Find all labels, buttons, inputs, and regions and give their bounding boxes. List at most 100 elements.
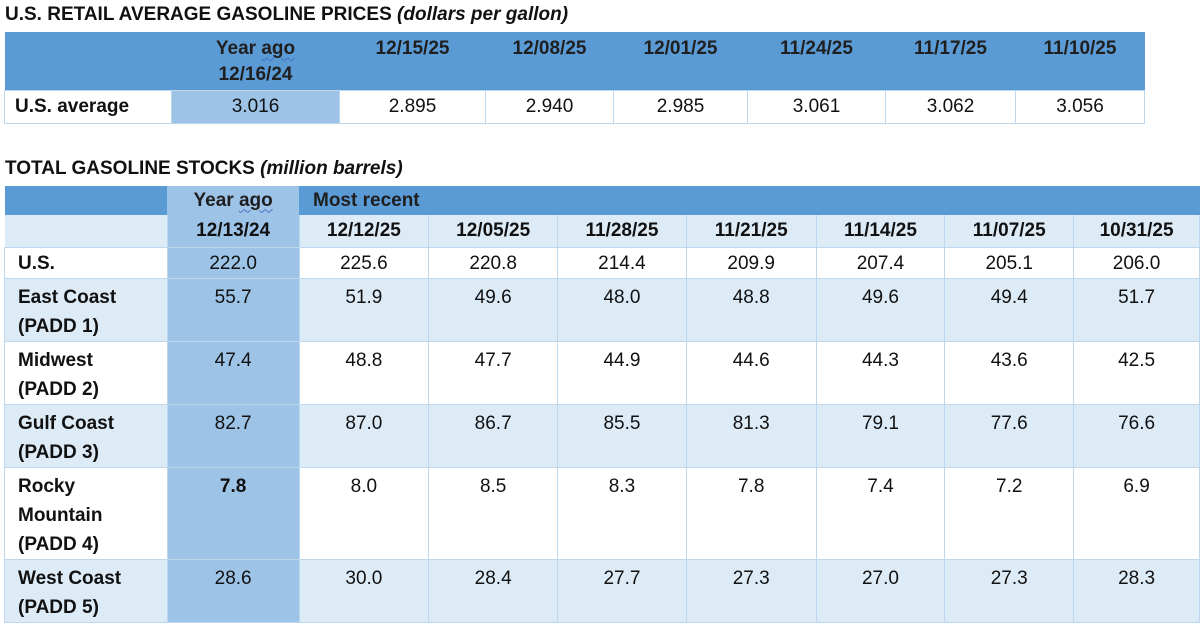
- stocks-date-blank: [4, 215, 168, 247]
- row-label-line: (PADD 2): [18, 378, 99, 400]
- row-label-line: (PADD 3): [18, 441, 99, 463]
- stocks-col-header: 12/05/25: [428, 215, 559, 247]
- table-cell: 206.0: [1073, 246, 1200, 279]
- table-cell: 27.0: [815, 558, 946, 623]
- row-label-line: Rocky: [18, 475, 76, 497]
- prices-us-average-row: U.S. average 3.016 2.895 2.940 2.985 3.0…: [4, 89, 1145, 124]
- table-cell: 76.6: [1073, 403, 1200, 468]
- prices-col-header: 12/15/25: [339, 32, 486, 90]
- row-label: U.S. average: [4, 89, 172, 124]
- table-cell: 87.0: [298, 403, 430, 468]
- table-cell: 48.0: [557, 277, 687, 342]
- stocks-unit: (million barrels): [260, 158, 403, 179]
- prices-year-ago-value: 3.016: [171, 89, 340, 124]
- table-cell: 51.7: [1073, 277, 1200, 342]
- prices-col-header: 11/17/25: [885, 32, 1016, 90]
- table-cell: 79.1: [815, 403, 946, 468]
- prices-header-row: Year ago 12/16/24 12/15/25 12/08/25 12/0…: [4, 32, 1145, 90]
- stocks-title-text: TOTAL GASOLINE STOCKS: [5, 158, 255, 179]
- table-cell: 44.3: [815, 340, 946, 405]
- row-label: Midwest (PADD 2): [4, 340, 168, 405]
- stocks-header-blank: [4, 186, 168, 215]
- row-label-line: Midwest: [18, 349, 93, 371]
- table-row: East Coast (PADD 1) 55.7 51.9 49.6 48.0 …: [4, 277, 1200, 342]
- stocks-col-header: 11/07/25: [944, 215, 1075, 247]
- table-cell: 43.6: [944, 340, 1075, 405]
- table-cell: 220.8: [428, 246, 559, 279]
- table-cell: 2.940: [485, 89, 614, 124]
- table-cell: 2.895: [339, 89, 486, 124]
- table-cell: 214.4: [557, 246, 687, 279]
- stocks-year-ago-date: 12/13/24: [167, 215, 300, 247]
- row-label-line: (PADD 4): [18, 533, 99, 555]
- table-cell: 7.2: [944, 466, 1075, 560]
- table-cell: 225.6: [298, 246, 430, 279]
- stocks-date-row: 12/13/24 12/12/25 12/05/25 11/28/25 11/2…: [4, 215, 1200, 247]
- table-cell: 8.0: [298, 466, 430, 560]
- table-cell: 28.3: [1073, 558, 1200, 623]
- table-row: Gulf Coast (PADD 3) 82.7 87.0 86.7 85.5 …: [4, 403, 1200, 468]
- table-cell: 27.3: [685, 558, 817, 623]
- table-row: Midwest (PADD 2) 47.4 48.8 47.7 44.9 44.…: [4, 340, 1200, 405]
- table-cell: 49.6: [815, 277, 946, 342]
- table-cell: 85.5: [557, 403, 687, 468]
- stocks-col-header: 11/28/25: [557, 215, 687, 247]
- stocks-header-most-recent: Most recent: [299, 186, 1200, 215]
- prices-year-ago-date: 12/16/24: [218, 64, 293, 85]
- year-ago-word: Year: [215, 38, 257, 59]
- table-cell: 27.3: [944, 558, 1075, 623]
- year-ago-cell: 55.7: [166, 277, 300, 342]
- table-cell: 205.1: [944, 246, 1075, 279]
- table-cell: 3.056: [1015, 89, 1145, 124]
- stocks-col-header: 11/14/25: [816, 215, 946, 247]
- row-label-line: (PADD 5): [18, 596, 99, 618]
- row-label: Gulf Coast (PADD 3): [4, 403, 168, 468]
- prices-header-blank: [4, 32, 172, 90]
- table-cell: 44.6: [685, 340, 817, 405]
- table-cell: 86.7: [428, 403, 559, 468]
- row-label-line: (PADD 1): [18, 315, 99, 337]
- year-ago-cell: 28.6: [166, 558, 300, 623]
- prices-col-header: 12/01/25: [613, 32, 748, 90]
- stocks-table: Year ago Most recent 12/13/24 12/12/25 1…: [4, 186, 1200, 623]
- table-cell: 3.062: [885, 89, 1016, 124]
- ago-word: ago: [261, 38, 296, 59]
- row-label: U.S.: [4, 246, 168, 279]
- year-ago-cell: 82.7: [166, 403, 300, 468]
- table-cell: 81.3: [685, 403, 817, 468]
- prices-col-header: 11/24/25: [747, 32, 886, 90]
- stocks-col-header: 11/21/25: [686, 215, 817, 247]
- table-row: West Coast (PADD 5) 28.6 30.0 28.4 27.7 …: [4, 558, 1200, 623]
- row-label: West Coast (PADD 5): [4, 558, 168, 623]
- prices-col-header: 12/08/25: [485, 32, 614, 90]
- table-cell: 42.5: [1073, 340, 1200, 405]
- prices-title: U.S. RETAIL AVERAGE GASOLINE PRICES (dol…: [5, 4, 568, 26]
- row-label-line: East Coast: [18, 286, 117, 308]
- prices-header-year-ago: Year ago 12/16/24: [171, 32, 340, 90]
- year-ago-word: Year: [193, 189, 234, 211]
- table-row: U.S. 222.0 225.6 220.8 214.4 209.9 207.4…: [4, 246, 1200, 279]
- table-cell: 7.8: [685, 466, 817, 560]
- table-cell: 27.7: [557, 558, 687, 623]
- table-cell: 7.4: [815, 466, 946, 560]
- table-cell: 8.3: [557, 466, 687, 560]
- table-cell: 48.8: [685, 277, 817, 342]
- stocks-header-year-ago: Year ago: [167, 186, 299, 215]
- stocks-header-row: Year ago Most recent: [4, 186, 1200, 215]
- prices-table: Year ago 12/16/24 12/15/25 12/08/25 12/0…: [4, 32, 1145, 124]
- row-label-line: Mountain: [18, 504, 103, 526]
- table-cell: 28.4: [428, 558, 559, 623]
- table-cell: 49.4: [944, 277, 1075, 342]
- prices-unit: (dollars per gallon): [397, 4, 569, 25]
- table-cell: 209.9: [685, 246, 817, 279]
- table-cell: 51.9: [298, 277, 430, 342]
- table-cell: 48.8: [298, 340, 430, 405]
- table-cell: 47.7: [428, 340, 559, 405]
- table-cell: 8.5: [428, 466, 559, 560]
- table-cell: 207.4: [815, 246, 946, 279]
- row-label: Rocky Mountain (PADD 4): [4, 466, 168, 560]
- row-label: East Coast (PADD 1): [4, 277, 168, 342]
- table-cell: 6.9: [1073, 466, 1200, 560]
- prices-title-text: U.S. RETAIL AVERAGE GASOLINE PRICES: [5, 4, 392, 25]
- table-cell: 30.0: [298, 558, 430, 623]
